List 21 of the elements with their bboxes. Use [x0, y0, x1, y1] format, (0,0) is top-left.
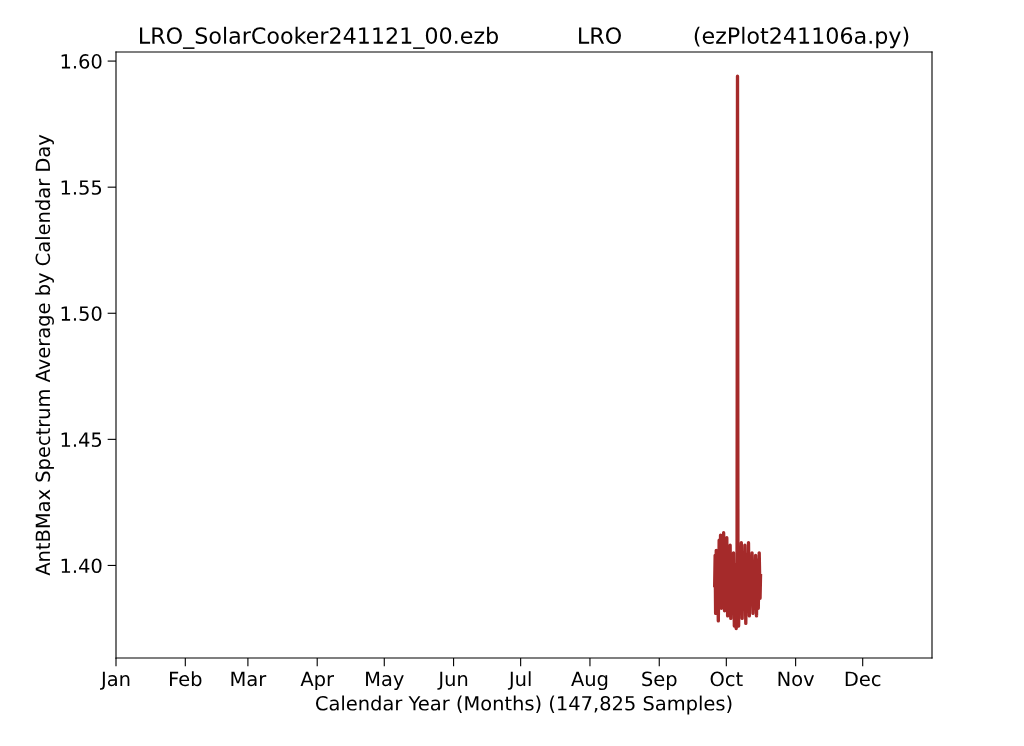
x-axis-title: Calendar Year (Months) (147,825 Samples): [315, 695, 732, 715]
y-tick-label: 1.55: [61, 180, 102, 195]
y-axis-title: AntBMax Spectrum Average by Calendar Day: [35, 134, 54, 576]
x-tick-label: Feb: [170, 671, 202, 687]
chart-title: LRO_SolarCooker241121_00.ezb LRO (ezPlot241106a.py): [140, 26, 909, 49]
x-tick-label: Jun: [437, 671, 468, 690]
y-tick-label: 1.40: [61, 558, 102, 574]
y-tick-label: 1.50: [61, 306, 102, 321]
x-tick-label: Apr: [300, 671, 335, 691]
line-series: [713, 74, 763, 631]
x-tick-label: Dec: [845, 671, 881, 687]
y-tick-label: 1.45: [61, 432, 102, 448]
x-tick-label: Sep: [642, 671, 677, 691]
y-tick-label: 1.60: [61, 54, 102, 69]
x-tick-label: Jan: [100, 671, 130, 690]
x-tick-label: Aug: [571, 671, 608, 691]
x-tick-label: Jul: [507, 671, 531, 690]
x-tick-label: Nov: [778, 671, 815, 687]
x-tick-label: May: [366, 671, 404, 691]
x-tick-label: Mar: [231, 671, 267, 687]
x-tick-label: Oct: [710, 671, 743, 687]
